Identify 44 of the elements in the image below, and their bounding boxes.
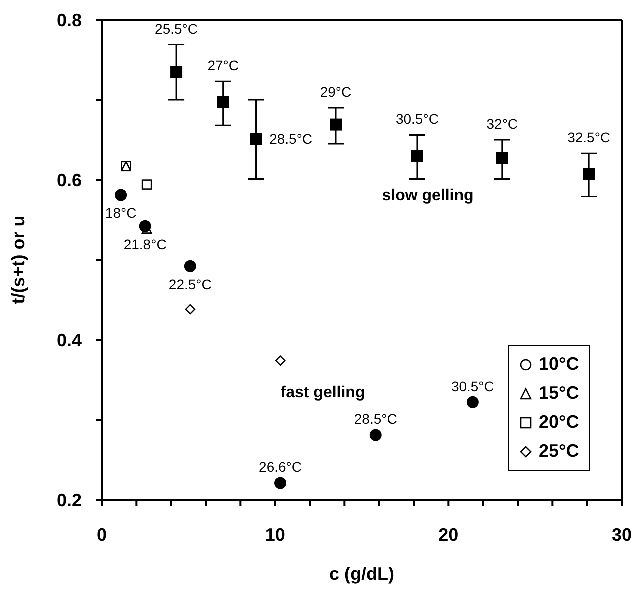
point [370,429,382,442]
annotation: 30.5°C [451,378,494,394]
annotation: 27°C [208,58,239,74]
x-tick-label: 20 [438,524,459,545]
annotation: 22.5°C [168,276,212,292]
point [115,189,128,202]
annotation: 25.5°C [155,20,198,37]
point [496,152,508,164]
y-axis-title: t/(s+t) or u [8,216,28,304]
point [185,304,196,315]
annotation: 21.8°C [124,236,167,252]
annotation: slow gelling [382,188,474,204]
annotation: 30.5°C [396,111,439,128]
point [466,396,479,408]
x-axis-title: c (g/dL) [330,564,394,584]
annotation: 28.5°C [354,411,398,428]
point [274,477,287,490]
annotation: 29°C [320,84,352,100]
point [330,118,342,131]
annotation: 32.5°C [568,130,611,146]
x-tick-label: 10 [265,524,286,545]
point [217,96,230,108]
point [250,133,262,146]
y-tick-label: 0.6 [56,170,82,190]
y-tick-label: 0.4 [56,330,82,350]
point [411,150,424,162]
legend-label: 20°C [539,412,580,433]
y-tick-label: 0.2 [56,490,82,510]
y-tick-label: 0.8 [56,10,82,30]
point [583,168,596,180]
annotation: 18°C [105,205,137,222]
annotation: fast gelling [280,384,366,402]
point [142,180,152,190]
point [184,260,196,272]
legend-label: 15°C [539,383,580,404]
annotation: 32°C [486,116,518,132]
legend-label: 25°C [539,441,580,462]
point [275,356,286,366]
point [170,66,183,78]
annotation: 26.6°C [259,459,302,476]
x-tick-label: 30 [612,524,632,545]
legend-label: 10°C [539,354,580,375]
x-tick-label: 0 [96,524,108,545]
annotation: 28.5°C [270,131,313,148]
